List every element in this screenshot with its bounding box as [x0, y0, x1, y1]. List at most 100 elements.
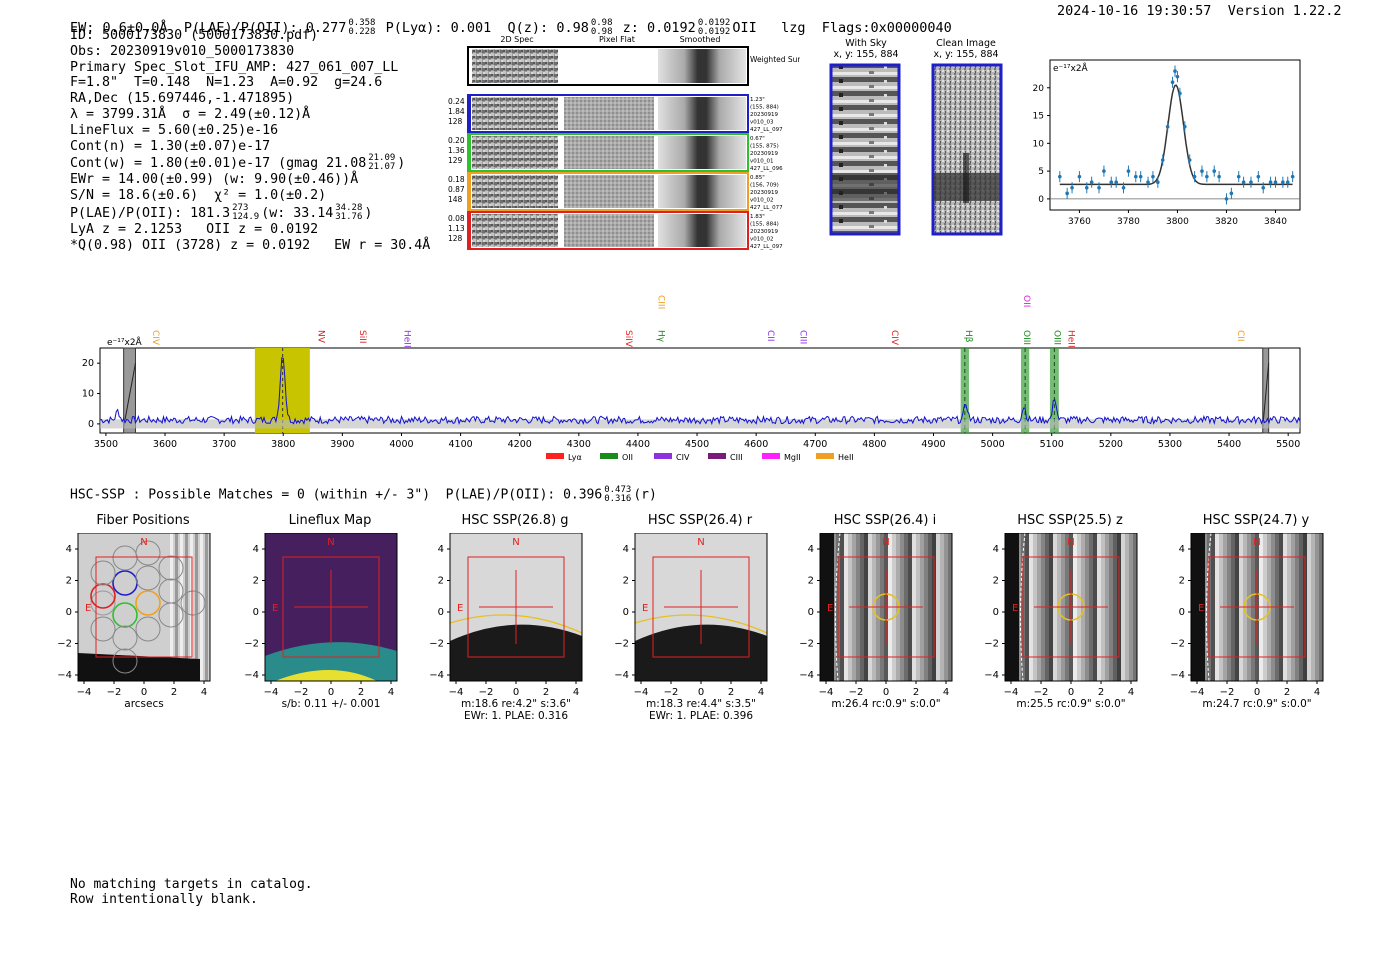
cutout-detail: (156, 709) [750, 183, 779, 189]
panel-xtick: −4 [1004, 687, 1019, 698]
spec-line-marker: CII [765, 330, 775, 342]
panel-ytick: 2 [993, 576, 999, 587]
spec-legend-swatch [762, 453, 780, 459]
info-plae-hi: 273 [232, 202, 249, 213]
fiber-circle [135, 540, 161, 566]
cutout-weight: 0.87 [448, 185, 465, 194]
panel-ytick: 2 [438, 576, 444, 587]
panel-caption: m:18.6 re:4.2" s:3.6" [461, 698, 571, 710]
spec-line-marker: HeII [1065, 330, 1075, 348]
fiber-circle [180, 590, 206, 616]
panel-xtick: 4 [1314, 687, 1320, 698]
fit-point [1178, 91, 1182, 96]
cutout-weight: 148 [448, 195, 463, 204]
panel-ytick: 0 [993, 607, 999, 618]
spec-xtick: 3700 [212, 439, 236, 450]
spec-xtick: 4500 [685, 439, 709, 450]
fit-point [1229, 191, 1234, 196]
spec-xtick: 4800 [862, 439, 886, 450]
spec-line-marker: Hγ [656, 330, 666, 343]
panel-title: HSC SSP(24.7) y [1202, 513, 1310, 528]
panel-xtick: 0 [883, 687, 889, 698]
panel-xtick: 0 [1254, 687, 1260, 698]
header-qz: Q(z): 0.98 [507, 20, 589, 36]
spec-legend-swatch [654, 453, 672, 459]
fit-point [1236, 174, 1241, 179]
fit-xtick: 3760 [1068, 217, 1091, 227]
fiber-circle [158, 555, 184, 581]
fit-point [1156, 180, 1160, 185]
east-label: E [85, 603, 91, 614]
panel-caption-2: EWr: 1. PLAE: 0.396 [649, 710, 753, 722]
header-qz-hi: 0.98 [590, 18, 613, 28]
clean-title: Clean Image [936, 38, 996, 49]
cutout-detail: 20230919 [750, 229, 778, 235]
cutout-detail: 0.85" [750, 175, 765, 181]
east-label: E [1012, 603, 1018, 614]
panel-ytick: 4 [993, 544, 999, 555]
header-plae-lo: 0.228 [348, 27, 376, 37]
hsc-summary-hi: 0.473 [604, 485, 632, 495]
fit-ytick: 5 [1038, 167, 1044, 177]
search-box [467, 556, 565, 658]
panel-xtick: 0 [141, 687, 147, 698]
spec-xtick: 3600 [153, 439, 177, 450]
spec-xtick: 5100 [1040, 439, 1064, 450]
cutout-detail: v010_02 [750, 237, 774, 243]
cutout-detail: (155, 875) [750, 144, 779, 150]
fit-point [1175, 74, 1180, 79]
east-label: E [457, 603, 463, 614]
spec-xtick: 4400 [626, 439, 650, 450]
panel-ytick: −4 [614, 670, 629, 681]
east-label: E [827, 603, 833, 614]
panel-xtick: −4 [1190, 687, 1205, 698]
panel-xtick: −2 [664, 687, 679, 698]
panel-ytick: 0 [1179, 607, 1185, 618]
panel-xtick: 2 [913, 687, 919, 698]
info-obs: Obs: 20230919v010_5000173830 [70, 43, 295, 59]
fit-ytick: 0 [1038, 195, 1044, 205]
header-plya: P(Lyα): 0.001 [385, 20, 492, 36]
header-plae-hi: 0.358 [348, 18, 376, 28]
info-plae-w-lo: 31.76 [335, 211, 363, 222]
north-label: N [697, 537, 704, 548]
panel-xtick: 2 [543, 687, 549, 698]
cutout-detail: (155, 884) [750, 105, 779, 111]
spec-xtick: 4300 [567, 439, 591, 450]
cutout-smooth [658, 97, 746, 130]
cutout-smooth [658, 175, 746, 208]
header-flags: Flags:0x00000040 [821, 20, 952, 36]
panel-ytick: 2 [808, 576, 814, 587]
panel-title: HSC SSP(26.4) i [833, 513, 937, 528]
panel-ytick: 0 [808, 607, 814, 618]
search-box [95, 556, 193, 658]
panel-ytick: −2 [429, 639, 444, 650]
spec-line-marker: CIII [797, 330, 807, 344]
fiber-circle [112, 625, 138, 651]
hsc-summary-band: (r) [633, 487, 657, 503]
spec-legend-swatch [600, 453, 618, 459]
weighted-2d [472, 49, 558, 83]
cutout-detail: v010_01 [750, 159, 774, 165]
spec-ytick: 20 [82, 358, 94, 369]
east-label: E [1198, 603, 1204, 614]
east-label: E [272, 603, 278, 614]
header-qz-lo: 0.98 [590, 27, 613, 37]
info-plae: P(LAE)/P(OII): 181.3 273 124.9 (w: 33.14 34.… [70, 202, 373, 222]
cutout-weight: 0.24 [448, 97, 465, 106]
header-summary: EW: 0.6±0.0Å P(LAE)/P(OII): 0.277 0.358 0.… [70, 3, 952, 37]
north-label: N [327, 537, 334, 548]
fit-point [1285, 180, 1290, 185]
spec-xtick: 4000 [389, 439, 413, 450]
fiber-circle [135, 565, 161, 591]
spec-xtick: 3500 [94, 439, 118, 450]
panel-ytick: 2 [66, 576, 72, 587]
spec-ytick: 10 [82, 389, 94, 400]
fiber-circle [158, 602, 184, 628]
info-plae-text: P(LAE)/P(OII): 181.3 [70, 205, 231, 221]
spec-line-marker: CIII [656, 295, 666, 309]
panel-caption: m:18.3 re:4.4" s:3.5" [646, 698, 756, 710]
full-spectrum-chart: e⁻¹⁷x2Å 0 10 20 3500 3600 3700 3800 3900 4000 4100… [82, 295, 1301, 462]
panel-ytick: 4 [1179, 544, 1185, 555]
